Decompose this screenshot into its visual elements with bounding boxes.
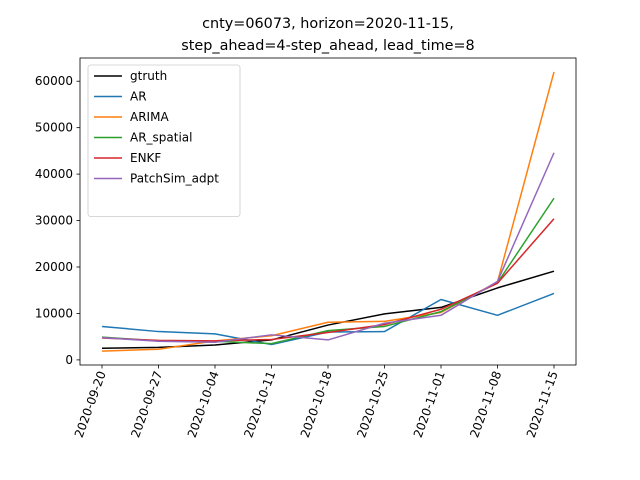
legend-box: [87, 64, 241, 217]
chart-title-line-1: cnty=06073, horizon=2020-11-15,: [202, 16, 454, 32]
y-tick-label: 60000: [35, 74, 73, 88]
x-tick-label: 2020-09-27: [128, 369, 165, 439]
legend-label: ARIMA: [130, 110, 169, 124]
x-tick-label: 2020-09-20: [72, 369, 109, 439]
x-tick-label: 2020-11-15: [524, 369, 561, 439]
x-tick-label: 2020-10-11: [241, 369, 278, 439]
y-tick-label: 10000: [35, 306, 73, 320]
chart-title-line-2: step_ahead=4-step_ahead, lead_time=8: [181, 38, 474, 54]
x-tick-label: 2020-11-01: [411, 369, 448, 439]
series-layer: [101, 71, 555, 352]
x-tick-label: 2020-10-18: [298, 369, 335, 439]
legend-label: PatchSim_adpt: [130, 172, 219, 186]
y-tick-label: 0: [65, 353, 73, 367]
series-line-gtruth: [101, 270, 555, 350]
series-line-ar: [101, 292, 555, 346]
x-tick-label: 2020-10-04: [185, 369, 222, 439]
chart-legend: gtruth AR ARIMA AR_spatial ENKF PatchSim_adpt: [87, 64, 241, 217]
legend-label: gtruth: [130, 69, 167, 83]
legend-label: AR_spatial: [130, 131, 193, 145]
legend-label: AR: [130, 90, 147, 104]
x-tick-label: 2020-10-25: [354, 369, 391, 439]
series-line-patchsim-adpt: [101, 152, 555, 343]
x-tick-label: 2020-11-08: [467, 369, 504, 439]
y-tick-label: 20000: [35, 260, 73, 274]
legend-label: ENKF: [130, 151, 161, 165]
y-tick-label: 40000: [35, 167, 73, 181]
y-tick-label: 30000: [35, 214, 73, 228]
y-tick-label: 50000: [35, 121, 73, 135]
